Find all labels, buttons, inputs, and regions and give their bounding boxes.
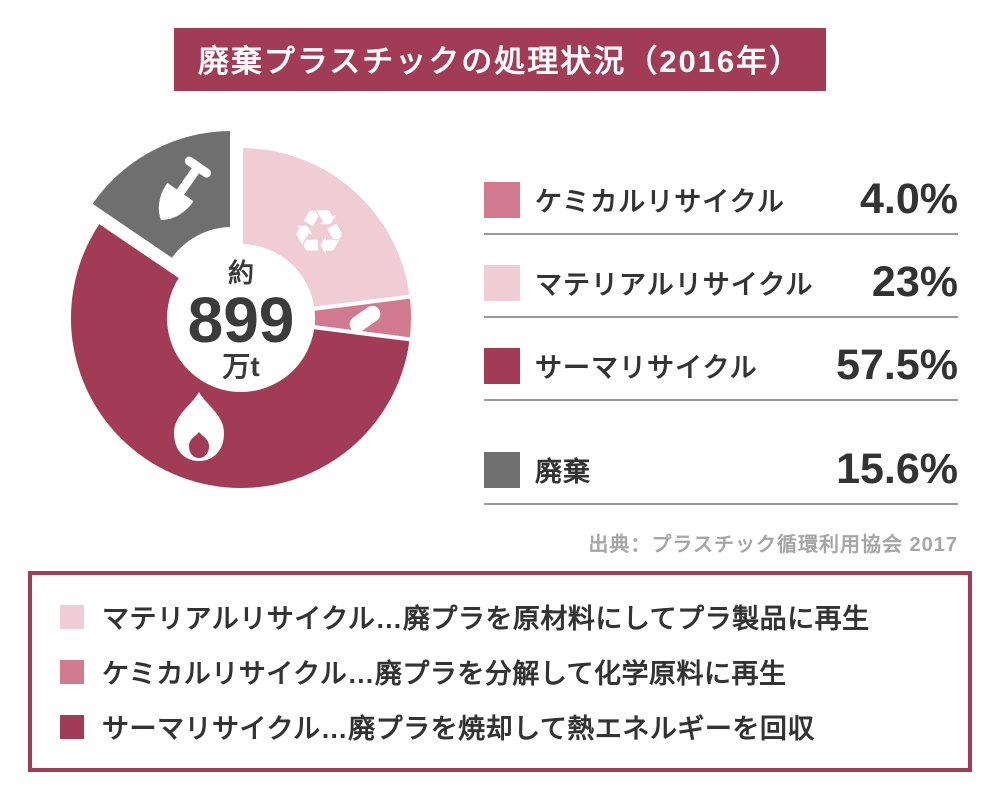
recycle-icon: ♻ xyxy=(291,199,347,268)
note-text: サーマリサイクル…廃プラを焼却して熱エネルギーを回収 xyxy=(102,714,815,744)
note-swatch xyxy=(60,714,84,739)
source-note: 出典：プラスチック循環利用協会 2017 xyxy=(588,534,958,556)
legend-percent: 23% xyxy=(871,258,958,306)
legend-label: 廃棄 xyxy=(535,457,591,487)
note-text: マテリアルリサイクル…廃プラを原材料にしてプラ製品に再生 xyxy=(102,604,870,634)
flame-icon xyxy=(174,392,224,461)
center-total-prefix: 約 xyxy=(228,258,254,288)
center-total-value: 899 xyxy=(188,284,295,356)
legend-row-waste: 廃棄 15.6% xyxy=(484,445,958,505)
page-title: 廃棄プラスチックの処理状況（2016年） xyxy=(174,28,826,91)
donut-chart: ♻ 約 899 万t xyxy=(67,127,415,492)
legend-swatch-waste xyxy=(484,451,520,488)
main-content: ♻ 約 899 万t ケミカルリサイクル 4.0% マテ xyxy=(0,91,1000,557)
shovel-icon xyxy=(158,156,212,220)
legend-label: マテリアルリサイクル xyxy=(535,270,814,300)
note-item-thermal: サーマリサイクル…廃プラを焼却して熱エネルギーを回収 xyxy=(60,699,940,754)
note-swatch xyxy=(60,604,84,629)
legend-swatch-chemical xyxy=(484,181,520,218)
legend-row-material: マテリアルリサイクル 23% xyxy=(484,258,958,318)
legend-row-chemical: ケミカルリサイクル 4.0% xyxy=(484,175,958,235)
center-total-unit: 万t xyxy=(222,351,259,382)
note-item-material: マテリアルリサイクル…廃プラを原材料にしてプラ製品に再生 xyxy=(60,589,940,644)
legend-swatch-thermal xyxy=(484,347,520,384)
legend-swatch-material xyxy=(484,264,520,301)
capsule-icon xyxy=(349,305,381,333)
note-text: ケミカルリサイクル…廃プラを分解して化学原料に再生 xyxy=(102,659,787,689)
legend-row-thermal: サーマリサイクル 57.5% xyxy=(484,341,958,401)
legend-percent: 57.5% xyxy=(836,341,958,389)
pie-slice-thermal xyxy=(67,219,414,492)
note-item-chemical: ケミカルリサイクル…廃プラを分解して化学原料に再生 xyxy=(60,644,940,699)
donut-chart-area: ♻ 約 899 万t xyxy=(26,103,456,548)
legend-label: ケミカルリサイクル xyxy=(535,187,785,217)
note-swatch xyxy=(60,659,84,684)
legend-label: サーマリサイクル xyxy=(535,353,758,383)
legend-percent: 15.6% xyxy=(836,445,958,493)
pie-slice-waste-group xyxy=(87,127,234,263)
notes-box: マテリアルリサイクル…廃プラを原材料にしてプラ製品に再生 ケミカルリサイクル…廃… xyxy=(28,571,972,772)
legend: ケミカルリサイクル 4.0% マテリアルリサイクル 23% サーマリサイクル 5… xyxy=(484,175,958,557)
legend-percent: 4.0% xyxy=(859,175,958,223)
pie-slice-material xyxy=(239,144,414,311)
